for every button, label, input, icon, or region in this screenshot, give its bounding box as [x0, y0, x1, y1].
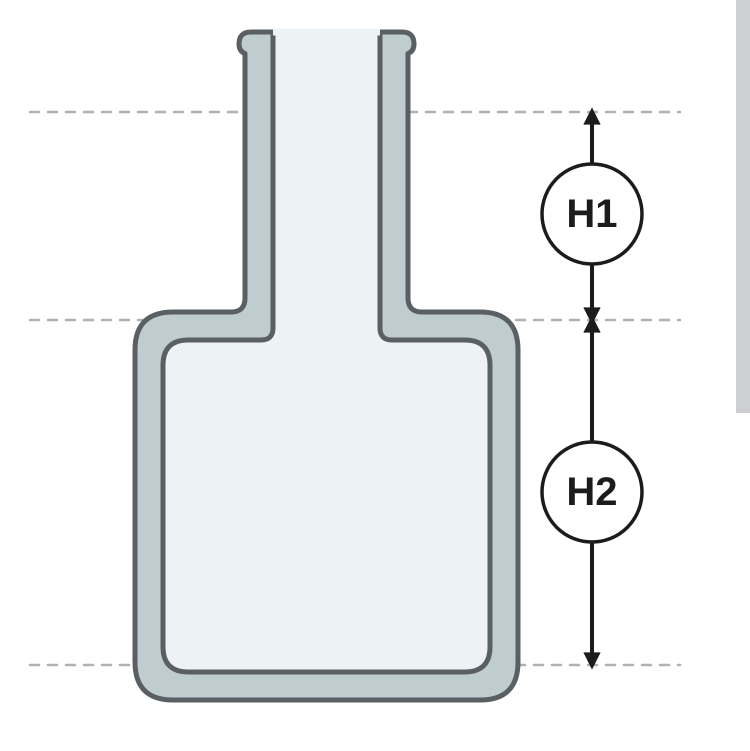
dimension-label-h2: H2	[566, 470, 617, 514]
scrollbar-thumb	[736, 0, 750, 413]
dimension-diagram: H1 H2	[0, 0, 750, 751]
dimension-label-h1: H1	[566, 192, 617, 236]
